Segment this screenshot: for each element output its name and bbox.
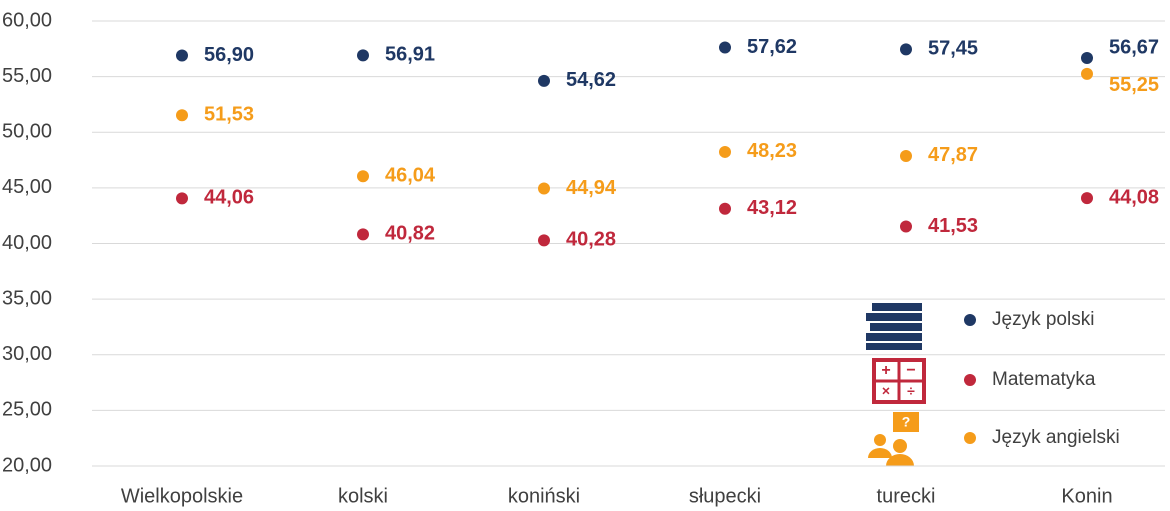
value-label: 54,62: [566, 69, 616, 91]
value-label: 40,82: [385, 223, 435, 245]
dot: [1081, 67, 1093, 80]
dot: [900, 220, 912, 233]
legend-marker: [964, 374, 976, 386]
dot: [900, 149, 912, 162]
legend-marker: [964, 432, 976, 444]
dot: [538, 74, 550, 87]
dot: [357, 228, 369, 241]
value-label: 56,90: [204, 44, 254, 66]
x-tick-label: kolski: [338, 485, 388, 507]
dot: [1081, 192, 1093, 205]
y-tick-label: 25,00: [2, 399, 52, 421]
value-label: 57,45: [928, 38, 978, 60]
y-tick-label: 45,00: [2, 176, 52, 198]
svg-text:×: ×: [882, 383, 890, 399]
legend-label: Język angielski: [992, 427, 1120, 448]
legend-icons: + − × ÷ ?: [866, 303, 926, 466]
value-label: 44,94: [566, 177, 617, 199]
x-tick-label: Wielkopolskie: [121, 485, 243, 507]
x-tick-label: Konin: [1061, 485, 1112, 507]
value-label: 56,67: [1109, 36, 1159, 58]
dot: [538, 234, 550, 247]
dot: [538, 182, 550, 195]
value-label: 43,12: [747, 197, 797, 219]
dot: [719, 145, 731, 158]
y-tick-label: 55,00: [2, 65, 52, 87]
svg-text:?: ?: [902, 414, 911, 430]
dot: [1081, 52, 1093, 65]
value-label: 40,28: [566, 229, 616, 251]
value-label: 44,06: [204, 187, 254, 209]
dot: [357, 49, 369, 62]
value-label: 44,08: [1109, 186, 1159, 208]
value-label: 41,53: [928, 215, 978, 237]
dot: [176, 109, 188, 122]
dot: [357, 170, 369, 183]
x-tick-label: koniński: [508, 485, 580, 507]
legend-marker: [964, 314, 976, 326]
x-tick-label: turecki: [877, 485, 936, 507]
value-label: 48,23: [747, 140, 797, 162]
svg-text:−: −: [906, 362, 915, 379]
legend-label: Język polski: [992, 309, 1094, 330]
y-tick-label: 50,00: [2, 121, 52, 143]
y-tick-label: 60,00: [2, 9, 52, 31]
dot: [176, 192, 188, 205]
dot: [176, 49, 188, 62]
x-tick-label: słupecki: [689, 485, 761, 507]
dot: [719, 41, 731, 54]
value-label: 55,25: [1109, 74, 1159, 96]
dot: [719, 202, 731, 215]
value-label: 47,87: [928, 144, 978, 166]
value-label: 57,62: [747, 36, 797, 58]
value-label: 51,53: [204, 104, 254, 126]
value-label: 56,91: [385, 44, 435, 66]
y-tick-label: 20,00: [2, 454, 52, 476]
svg-text:÷: ÷: [907, 383, 915, 399]
y-tick-label: 35,00: [2, 287, 52, 309]
y-tick-label: 40,00: [2, 232, 52, 254]
svg-text:+: +: [881, 362, 890, 379]
dot: [900, 43, 912, 56]
value-label: 46,04: [385, 165, 436, 187]
y-tick-label: 30,00: [2, 343, 52, 365]
legend-label: Matematyka: [992, 369, 1096, 390]
